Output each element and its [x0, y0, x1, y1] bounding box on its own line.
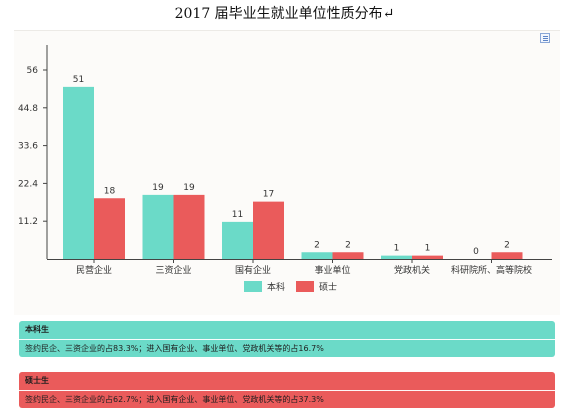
- bar-undergrad[interactable]: [222, 221, 253, 259]
- chart-title: 2017 届毕业生就业单位性质分布↵: [174, 6, 395, 22]
- summary-master: 硕士生 签约民企、三资企业的占62.7%；进入国有企业、事业单位、党政机关等的占…: [19, 372, 555, 408]
- data-label: 2: [345, 240, 351, 250]
- data-label: 19: [152, 183, 164, 193]
- data-label: 2: [504, 240, 510, 250]
- summary-undergrad: 本科生 签约民企、三资企业的占83.3%；进入国有企业、事业单位、党政机关等的占…: [19, 321, 555, 357]
- data-label: 2: [314, 240, 320, 250]
- bar-undergrad[interactable]: [63, 86, 94, 259]
- legend-swatch-master[interactable]: [296, 281, 314, 292]
- x-tick-label: 党政机关: [394, 264, 430, 276]
- data-label: 0: [473, 247, 479, 257]
- x-tick-label: 事业单位: [314, 264, 350, 276]
- y-tick-label: 33.6: [18, 142, 38, 152]
- summary-undergrad-title: 本科生: [19, 321, 555, 340]
- legend-label-undergrad[interactable]: 本科: [267, 281, 285, 293]
- y-tick-label: 44.8: [18, 104, 38, 114]
- bar-master[interactable]: [332, 252, 364, 259]
- data-label: 51: [73, 75, 84, 85]
- data-label: 17: [263, 190, 274, 200]
- legend-label-master[interactable]: 硕士: [319, 281, 337, 293]
- y-tick-label: 22.4: [18, 179, 38, 189]
- menu-icon[interactable]: [540, 33, 550, 43]
- legend-swatch-undergrad[interactable]: [244, 281, 262, 292]
- bar-undergrad[interactable]: [381, 255, 412, 259]
- bar-master[interactable]: [412, 255, 443, 259]
- bar-master[interactable]: [94, 198, 125, 259]
- summary-undergrad-text: 签约民企、三资企业的占83.3%；进入国有企业、事业单位、党政机关等的占16.7…: [25, 344, 324, 353]
- y-tick-label: 56: [27, 66, 39, 76]
- x-tick-label: 国有企业: [235, 264, 271, 276]
- data-label: 1: [425, 244, 431, 254]
- data-label: 1: [394, 244, 400, 254]
- data-label: 19: [183, 183, 195, 193]
- x-tick-label: 科研院所、高等院校: [451, 264, 532, 276]
- data-label: 18: [104, 186, 116, 196]
- y-tick-label: 11.2: [18, 217, 38, 227]
- bar-master[interactable]: [253, 201, 284, 259]
- bar-undergrad[interactable]: [301, 252, 333, 259]
- bar-master[interactable]: [173, 194, 205, 259]
- bar-master[interactable]: [491, 252, 523, 259]
- summary-master-title: 硕士生: [19, 372, 555, 391]
- summary-master-text: 签约民企、三资企业的占62.7%；进入国有企业、事业单位、党政机关等的占37.3…: [25, 395, 324, 404]
- bar-undergrad[interactable]: [142, 194, 174, 259]
- data-label: 11: [232, 210, 243, 220]
- chart-panel: [14, 30, 560, 315]
- x-tick-label: 三资企业: [155, 264, 191, 276]
- x-tick-label: 民营企业: [76, 264, 112, 276]
